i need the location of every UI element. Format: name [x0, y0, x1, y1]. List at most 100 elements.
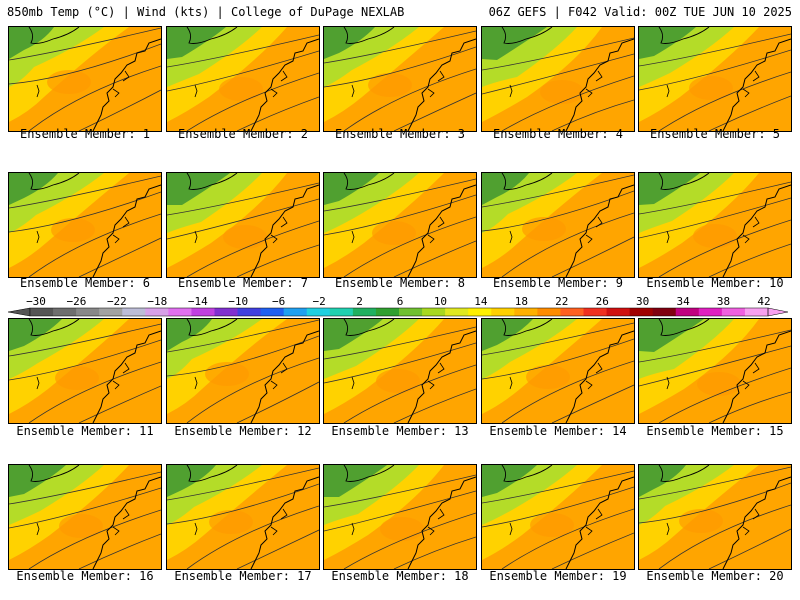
colorbar-swatch [445, 308, 469, 316]
colorbar-scale [7, 307, 789, 317]
colorbar-swatch [399, 308, 423, 316]
temperature-map [167, 319, 319, 423]
map-header: 850mb Temp (°C) | Wind (kts) | College o… [0, 0, 800, 24]
colorbar-swatch [260, 308, 285, 316]
temperature-map [639, 319, 791, 423]
temperature-map [639, 27, 791, 131]
temperature-map [9, 465, 161, 569]
colorbar-swatch [698, 308, 723, 316]
ensemble-map-panel [481, 464, 635, 570]
ensemble-member-caption: Ensemble Member: 1 [19, 127, 151, 141]
colorbar-swatch [283, 308, 308, 316]
temperature-map [167, 27, 319, 131]
ensemble-member-caption: Ensemble Member: 2 [177, 127, 309, 141]
colorbar-swatch [422, 308, 446, 316]
ensemble-member-caption: Ensemble Member: 20 [646, 569, 784, 583]
ensemble-map-panel [166, 318, 320, 424]
ensemble-map-panel [323, 26, 477, 132]
colorbar-swatch [352, 308, 377, 316]
colorbar-swatch [652, 308, 677, 316]
colorbar-swatch [560, 308, 584, 316]
colorbar-swatch [491, 308, 515, 316]
ensemble-map-panel [166, 172, 320, 278]
ensemble-map-panel [323, 464, 477, 570]
temperature-map [482, 465, 634, 569]
ensemble-map-panel [481, 172, 635, 278]
colorbar-tick-label: 6 [396, 295, 404, 308]
ensemble-map-panel [638, 26, 792, 132]
colorbar-swatch [514, 308, 538, 316]
ensemble-map-panel [8, 172, 162, 278]
colorbar-swatch [606, 308, 631, 316]
ensemble-member-caption: Ensemble Member: 13 [331, 424, 469, 438]
temperature-map [324, 465, 476, 569]
colorbar-swatch [329, 308, 354, 316]
colorbar-swatch [122, 308, 146, 316]
colorbar-swatch [675, 308, 700, 316]
colorbar-swatch [99, 308, 123, 316]
colorbar-tick-label: −10 [228, 295, 249, 308]
colorbar-swatch [721, 308, 746, 316]
ensemble-map-panel [8, 26, 162, 132]
ensemble-map-panel [638, 464, 792, 570]
temperature-map [9, 319, 161, 423]
ensemble-member-caption: Ensemble Member: 15 [646, 424, 784, 438]
temperature-map [9, 27, 161, 131]
ensemble-member-caption: Ensemble Member: 11 [16, 424, 154, 438]
temperature-map [639, 465, 791, 569]
temperature-map [482, 319, 634, 423]
colorbar-swatch [53, 308, 77, 316]
colorbar-swatch [629, 308, 654, 316]
ensemble-map-panel [323, 318, 477, 424]
colorbar-tick-label: 22 [555, 295, 569, 308]
ensemble-map-panel [638, 172, 792, 278]
colorbar-tick-label: 2 [356, 295, 363, 308]
colorbar-swatch [306, 308, 331, 316]
ensemble-member-caption: Ensemble Member: 4 [492, 127, 624, 141]
colorbar-tick-label: 26 [595, 295, 609, 308]
ensemble-member-caption: Ensemble Member: 6 [19, 276, 151, 290]
temperature-map [324, 27, 476, 131]
ensemble-member-caption: Ensemble Member: 16 [16, 569, 154, 583]
colorbar-swatch [30, 308, 54, 316]
colorbar-swatch [537, 308, 561, 316]
temperature-map [9, 173, 161, 277]
colorbar-tick-label: −18 [147, 295, 168, 308]
colorbar-tick-label: 34 [676, 295, 690, 308]
colorbar-tick-label: −6 [272, 295, 286, 308]
ensemble-member-caption: Ensemble Member: 8 [334, 276, 466, 290]
ensemble-member-caption: Ensemble Member: 18 [331, 569, 469, 583]
temperature-map [324, 319, 476, 423]
colorbar-swatch [744, 308, 769, 316]
product-title: 850mb Temp (°C) | Wind (kts) | College o… [7, 5, 405, 19]
colorbar: −30 −26 −22 −18 −14 −10 −6 −2 2 6 10 14 18 22 26 30 34 38… [0, 296, 800, 318]
colorbar-swatch [168, 308, 192, 316]
colorbar-swatch [237, 308, 262, 316]
colorbar-swatch [76, 308, 100, 316]
ensemble-member-caption: Ensemble Member: 12 [174, 424, 312, 438]
colorbar-tick-label: −14 [187, 295, 208, 308]
ensemble-member-caption: Ensemble Member: 17 [174, 569, 312, 583]
ensemble-member-caption: Ensemble Member: 19 [489, 569, 627, 583]
colorbar-tick-label: −2 [312, 295, 326, 308]
valid-time: 06Z GEFS | F042 Valid: 00Z TUE JUN 10 20… [488, 5, 792, 19]
colorbar-tick-label: 18 [514, 295, 528, 308]
temperature-map [167, 173, 319, 277]
ensemble-member-caption: Ensemble Member: 5 [649, 127, 781, 141]
temperature-map [482, 27, 634, 131]
colorbar-swatch [375, 308, 400, 316]
colorbar-tick-label: 10 [433, 295, 448, 308]
temperature-map [639, 173, 791, 277]
ensemble-map-panel [8, 464, 162, 570]
colorbar-swatch [583, 308, 608, 316]
colorbar-swatch [191, 308, 215, 316]
temperature-map [167, 465, 319, 569]
colorbar-tick-label: −22 [106, 295, 127, 308]
colorbar-tick-label: −26 [66, 295, 87, 308]
colorbar-tick-label: 30 [636, 295, 650, 308]
ensemble-map-panel [166, 464, 320, 570]
colorbar-tick-label: 38 [716, 295, 731, 308]
ensemble-map-panel [8, 318, 162, 424]
ensemble-map-panel [166, 26, 320, 132]
ensemble-map-panel [481, 26, 635, 132]
